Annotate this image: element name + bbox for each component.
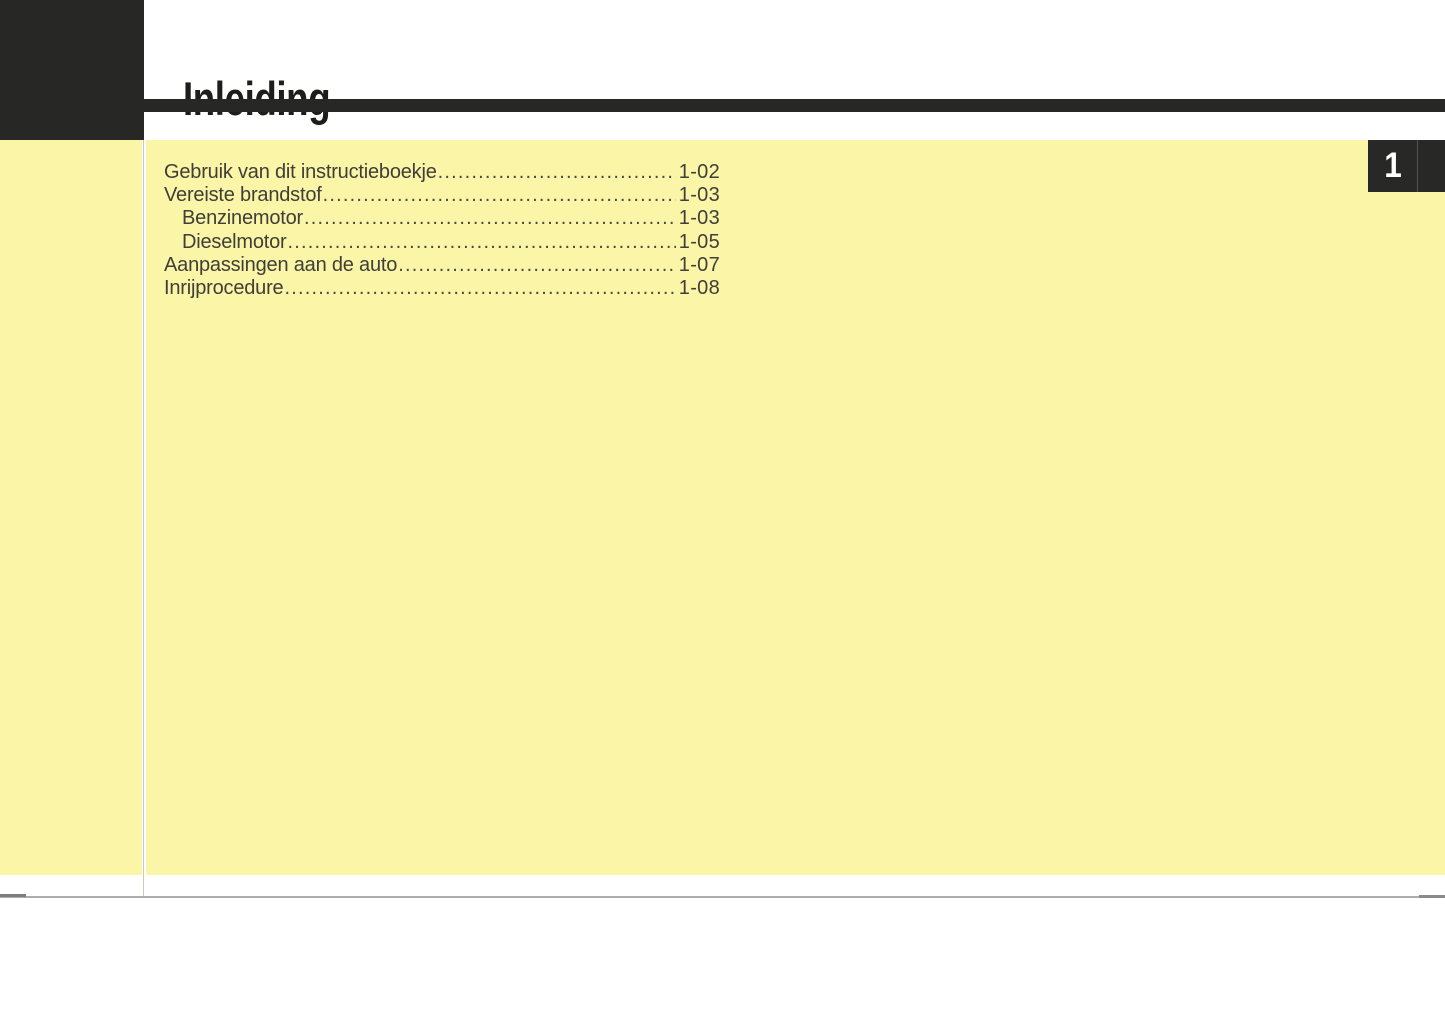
toc-entry-label: Benzinemotor (182, 207, 303, 230)
toc-entry-page-number: 1-03 (678, 184, 720, 207)
toc-entry: Gebruik van dit instructieboekje .......… (164, 161, 720, 184)
toc-dot-leader: ........................................… (437, 161, 676, 183)
page-bottom-edge-right (1419, 895, 1445, 898)
toc-entry-page-number: 1-07 (678, 253, 720, 276)
toc-entry-label: Inrijprocedure (164, 276, 284, 299)
toc-dot-leader: ........................................… (304, 207, 676, 230)
table-of-contents: Gebruik van dit instructieboekje .......… (164, 161, 720, 300)
left-page-strip (0, 140, 142, 875)
toc-entry-label: Dieselmotor (182, 230, 287, 253)
toc-dot-leader: ........................................… (287, 230, 676, 253)
toc-entry: Inrijprocedure .........................… (164, 277, 720, 300)
toc-dot-leader: ........................................… (322, 184, 676, 207)
toc-entry: Dieselmotor ............................… (164, 231, 720, 254)
toc-entry-page-number: 1-05 (678, 230, 720, 253)
toc-dot-leader: ........................................… (284, 276, 676, 299)
toc-entry-page-number: 1-08 (678, 276, 720, 299)
page-bottom-edge-left (0, 894, 26, 897)
toc-entry-page-number: 1-03 (678, 207, 720, 230)
page-bottom-edge-line (0, 896, 1445, 898)
chapter-tab: 1 (1368, 140, 1445, 192)
content-panel (146, 140, 1445, 875)
chapter-tab-seam (1417, 140, 1418, 192)
title-rule (0, 99, 1445, 112)
toc-entry-label: Aanpassingen aan de auto (164, 253, 398, 276)
toc-entry-label: Vereiste brandstof (164, 184, 322, 207)
toc-entry-page-number: 1-02 (678, 161, 720, 183)
chapter-tab-number: 1 (1384, 146, 1402, 185)
toc-dot-leader: ........................................… (398, 253, 676, 276)
toc-entry: Vereiste brandstof .....................… (164, 184, 720, 207)
page-title: Inleiding (183, 75, 331, 122)
corner-block (0, 0, 144, 140)
toc-entry-label: Gebruik van dit instructieboekje (164, 161, 437, 183)
page-gutter-line (143, 140, 144, 898)
toc-entry: Benzinemotor ...........................… (164, 207, 720, 230)
toc-entry: Aanpassingen aan de auto ...............… (164, 254, 720, 277)
